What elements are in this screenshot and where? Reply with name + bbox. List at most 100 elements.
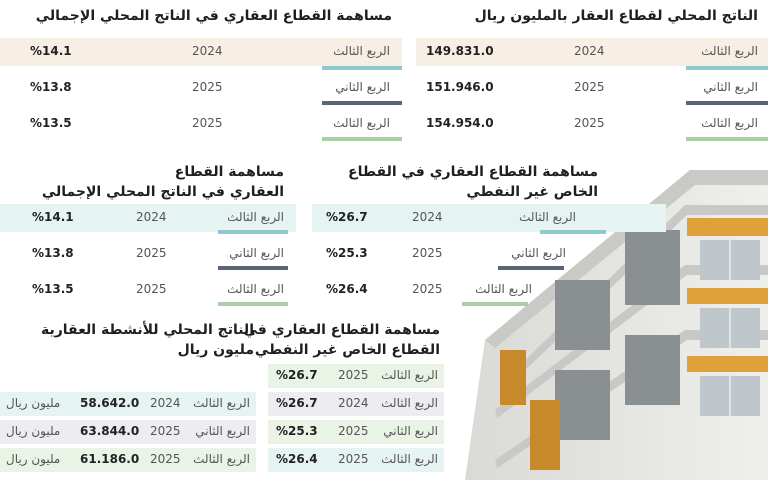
year-label: 2024: [574, 44, 605, 58]
table-row: الربع الثالث 2025 61.186.0 مليون ريال: [0, 448, 256, 472]
row-accent-tab: [686, 101, 768, 105]
year-label: 2025: [136, 282, 167, 296]
year-label: 2025: [338, 368, 369, 382]
table-row: الربع الثالث 2024 %14.1: [0, 38, 402, 66]
table-row: الربع الثاني 2025 %13.8: [0, 240, 296, 268]
building-image: [455, 160, 768, 480]
value-label: %14.1: [30, 44, 72, 58]
year-label: 2024: [136, 210, 167, 224]
table-row: الربع الثاني 2025 %25.3: [312, 240, 612, 268]
year-label: 2025: [574, 80, 605, 94]
panel-title-line2: القطاع الخاص غير النفطي: [254, 342, 440, 358]
panel-title-line2: مليون ريال: [177, 342, 254, 358]
panel-title-line2: الخاص غير النفطي: [466, 184, 598, 200]
quarter-label: الربع الثالث: [381, 452, 438, 466]
year-label: 2024: [192, 44, 223, 58]
year-label: 2025: [192, 116, 223, 130]
row-accent-tab: [686, 137, 768, 141]
quarter-label: الربع الثالث: [193, 452, 250, 466]
year-label: 2025: [338, 452, 369, 466]
year-label: 2024: [338, 396, 369, 410]
quarter-label: الربع الثالث: [701, 116, 758, 130]
year-label: 2025: [192, 80, 223, 94]
row-accent-tab: [686, 66, 768, 70]
unit-label: مليون ريال: [6, 452, 61, 466]
row-accent-tab: [322, 101, 402, 105]
quarter-label: الربع الثالث: [519, 210, 576, 224]
quarter-label: الربع الثاني: [229, 246, 284, 260]
table-row: الربع الثالث 2025 %26.4: [312, 276, 562, 304]
value-label: 61.186.0: [80, 452, 140, 466]
year-label: 2025: [412, 282, 443, 296]
year-label: 2025: [574, 116, 605, 130]
value-label: %26.7: [326, 210, 368, 224]
quarter-label: الربع الثالث: [333, 44, 390, 58]
value-label: %25.3: [276, 424, 318, 438]
quarter-label: الربع الثالث: [193, 396, 250, 410]
year-label: 2025: [136, 246, 167, 260]
panel-title: الناتج المحلي لقطاع العقار بالمليون ريال: [474, 8, 758, 24]
table-row: الربع الثالث 2025 %13.5: [0, 276, 296, 304]
quarter-label: الربع الثالث: [701, 44, 758, 58]
table-row: الربع الثالث 2024 58.642.0 مليون ريال: [0, 392, 256, 416]
panel-title: مساهمة القطاع العقاري في الناتج المحلي ا…: [35, 8, 392, 24]
year-label: 2025: [412, 246, 443, 260]
quarter-label: الربع الثالث: [227, 210, 284, 224]
value-label: 58.642.0: [80, 396, 140, 410]
unit-label: مليون ريال: [6, 396, 61, 410]
value-label: %26.4: [276, 452, 318, 466]
table-row: الربع الثالث 2025 %26.7: [268, 364, 444, 388]
quarter-label: الربع الثاني: [335, 80, 390, 94]
panel-title-line1: مساهمة القطاع العقاري في: [243, 322, 440, 338]
table-row: الربع الثالث 2025 %13.5: [0, 110, 402, 138]
year-label: 2025: [150, 452, 181, 466]
value-label: 149.831.0: [426, 44, 494, 58]
row-accent-tab: [218, 302, 288, 306]
value-label: 154.954.0: [426, 116, 494, 130]
row-accent-tab: [462, 302, 528, 306]
row-accent-tab: [498, 266, 564, 270]
row-accent-tab: [540, 230, 606, 234]
quarter-label: الربع الثاني: [195, 424, 250, 438]
row-accent-tab: [218, 230, 288, 234]
unit-label: مليون ريال: [6, 424, 61, 438]
value-label: 151.946.0: [426, 80, 494, 94]
quarter-label: الربع الثاني: [511, 246, 566, 260]
quarter-label: الربع الثاني: [703, 80, 758, 94]
year-label: 2024: [150, 396, 181, 410]
quarter-label: الربع الثالث: [333, 116, 390, 130]
value-label: %13.8: [30, 80, 72, 94]
year-label: 2025: [338, 424, 369, 438]
table-row: الربع الثالث 2024 %26.7: [312, 204, 666, 232]
quarter-label: الربع الثالث: [381, 368, 438, 382]
quarter-label: الربع الثاني: [383, 424, 438, 438]
year-label: 2025: [150, 424, 181, 438]
table-row: الربع الثاني 2025 %25.3: [268, 420, 444, 444]
value-label: %26.7: [276, 396, 318, 410]
panel-title-line2: العقاري في الناتج المحلي الإجمالي: [41, 184, 284, 200]
table-row: الربع الثالث 2024 %26.7: [268, 392, 444, 416]
table-row: الربع الثاني 2025 %13.8: [0, 74, 402, 102]
table-row: الربع الثالث 2024 149.831.0: [416, 38, 768, 66]
value-label: %13.8: [32, 246, 74, 260]
table-row: الربع الثالث 2025 %26.4: [268, 448, 444, 472]
panel-title-line1: مساهمة القطاع العقاري في القطاع: [348, 164, 598, 180]
quarter-label: الربع الثالث: [381, 396, 438, 410]
row-accent-tab: [322, 66, 402, 70]
panel-title-line1: الناتج المحلي للأنشطة العقارية: [40, 322, 254, 338]
table-row: الربع الثالث 2025 154.954.0: [416, 110, 768, 138]
value-label: %13.5: [30, 116, 72, 130]
quarter-label: الربع الثالث: [227, 282, 284, 296]
value-label: %25.3: [326, 246, 368, 260]
value-label: %26.7: [276, 368, 318, 382]
table-row: الربع الثاني 2025 63.844.0 مليون ريال: [0, 420, 256, 444]
row-accent-tab: [218, 266, 288, 270]
row-accent-tab: [322, 137, 402, 141]
table-row: الربع الثاني 2025 151.946.0: [416, 74, 768, 102]
quarter-label: الربع الثالث: [475, 282, 532, 296]
value-label: 63.844.0: [80, 424, 140, 438]
table-row: الربع الثالث 2024 %14.1: [0, 204, 296, 232]
value-label: %26.4: [326, 282, 368, 296]
year-label: 2024: [412, 210, 443, 224]
panel-title-line1: مساهمة القطاع: [174, 164, 284, 180]
